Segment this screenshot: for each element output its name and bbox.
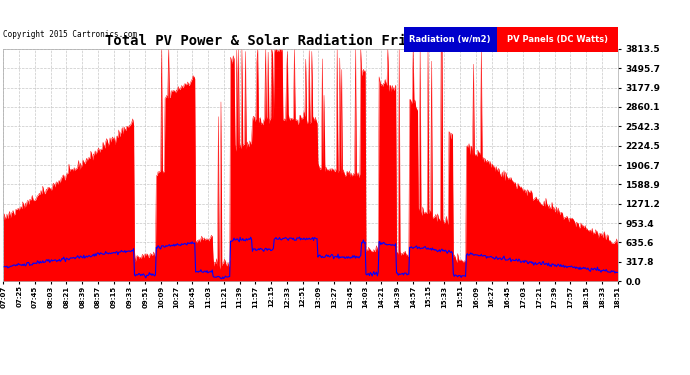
- Text: PV Panels (DC Watts): PV Panels (DC Watts): [506, 35, 608, 44]
- Text: Copyright 2015 Cartronics.com: Copyright 2015 Cartronics.com: [3, 30, 137, 39]
- Text: Radiation (w/m2): Radiation (w/m2): [409, 35, 491, 44]
- Title: Total PV Power & Solar Radiation Fri Mar 20 19:04: Total PV Power & Solar Radiation Fri Mar…: [106, 34, 515, 48]
